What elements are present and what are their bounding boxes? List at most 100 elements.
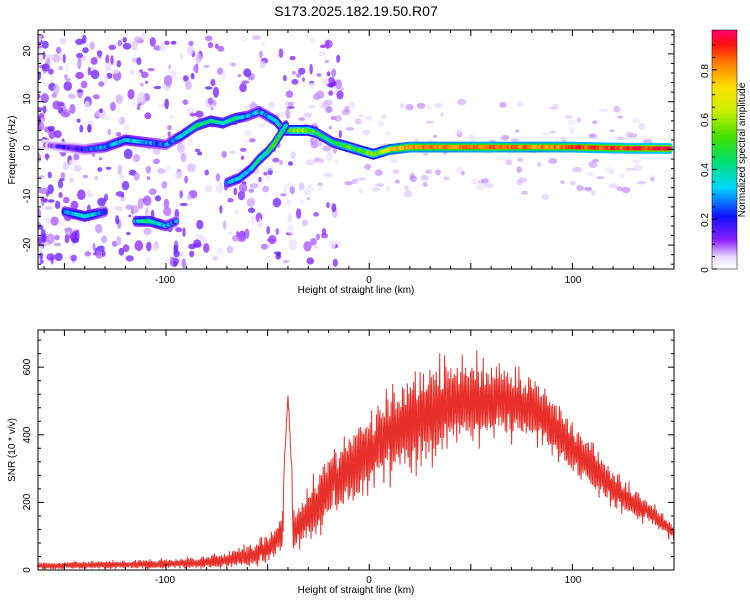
- heatmap-cell-179: [186, 163, 196, 173]
- heatmap-cell-444: [55, 46, 62, 54]
- heatmap-cell-200: [98, 81, 105, 87]
- heatmap-cell-492: [164, 98, 169, 110]
- heatmap-cell-172: [306, 196, 311, 201]
- heatmap-x-tick-1: -100: [155, 275, 175, 286]
- heatmap-cell-468: [38, 93, 41, 99]
- heatmap-cell-339: [133, 172, 140, 181]
- heatmap-cell-471: [136, 91, 146, 103]
- heatmap-cell-184: [289, 186, 295, 195]
- colorbar-tick-4: 0.6: [700, 113, 711, 127]
- heatmap-cell-326: [118, 197, 127, 203]
- heatmap-cell-520: [392, 169, 400, 175]
- heatmap-cell-245: [50, 216, 59, 226]
- heatmap-cell-167: [58, 221, 65, 227]
- heatmap-cell-175: [54, 234, 60, 241]
- heatmap-cell-421: [336, 90, 344, 100]
- heatmap-cell-52: [234, 210, 239, 215]
- heatmap-cell-561: [344, 181, 353, 186]
- colorbar-tick-1: 0: [700, 267, 711, 273]
- heatmap-cell-292: [157, 168, 166, 175]
- heatmap-cell-529: [361, 129, 371, 136]
- heatmap-cell-439: [278, 111, 286, 118]
- heatmap-cell-274: [219, 205, 223, 214]
- heatmap-cell-509: [175, 171, 183, 180]
- heatmap-cell-689: [456, 166, 463, 174]
- heatmap-cell-8: [116, 60, 122, 68]
- heatmap-cell-275: [192, 64, 199, 73]
- heatmap-cell-213: [243, 105, 250, 111]
- heatmap-cell-542: [631, 117, 641, 124]
- heatmap-cell-257: [331, 203, 337, 213]
- heatmap-cell-215: [75, 38, 84, 45]
- heatmap-cell-343: [38, 107, 43, 112]
- heatmap-cell-462: [173, 250, 180, 258]
- heatmap-cell-314: [314, 244, 318, 249]
- heatmap-cell-558: [516, 101, 524, 108]
- heatmap-cell-375: [280, 193, 287, 197]
- heatmap-cell-263: [316, 233, 320, 241]
- heatmap-cell-296: [125, 204, 134, 210]
- heatmap-cell-39: [132, 154, 141, 162]
- heatmap-cell-676: [409, 175, 418, 183]
- heatmap-cell-395: [92, 94, 100, 100]
- heatmap-cell-178: [65, 63, 69, 75]
- heatmap-cell-378: [221, 151, 227, 158]
- heatmap-cell-66: [194, 148, 201, 152]
- heatmap-cell-244: [278, 48, 284, 58]
- heatmap-cell-132: [285, 90, 294, 98]
- heatmap-cell-682: [476, 183, 485, 191]
- heatmap-cell-98: [101, 235, 107, 243]
- heatmap-cell-544: [416, 102, 426, 109]
- heatmap-cell-460: [315, 90, 325, 100]
- heatmap-cell-49: [287, 212, 292, 223]
- heatmap-cell-207: [272, 157, 280, 163]
- heatmap-cell-420: [104, 62, 112, 72]
- heatmap-cell-249: [62, 53, 66, 64]
- heatmap-cell-583: [519, 177, 528, 183]
- heatmap-x-tick-2: 0: [366, 275, 372, 286]
- heatmap-cell-243: [229, 150, 236, 154]
- heatmap-cell-506: [193, 239, 202, 248]
- heatmap-cell-42: [286, 199, 292, 206]
- heatmap-cell-453: [40, 198, 48, 202]
- heatmap-cell-143: [212, 255, 219, 261]
- heatmap-cell-598: [549, 106, 556, 110]
- heatmap-cell-295: [205, 184, 213, 193]
- heatmap-cell-36: [67, 93, 76, 99]
- heatmap-cell-190: [59, 37, 67, 45]
- heatmap-cell-25: [144, 112, 152, 120]
- heatmap-cell-450: [239, 83, 247, 93]
- snr-x-axis-label: Height of straight line (km): [298, 585, 415, 596]
- heatmap-cell-403: [44, 206, 53, 211]
- heatmap-cell-114: [117, 164, 123, 175]
- heatmap-cell-203: [97, 55, 102, 59]
- heatmap-cell-438: [316, 73, 322, 77]
- heatmap-cell-234: [84, 251, 92, 257]
- heatmap-cell-684: [305, 159, 316, 166]
- heatmap-cell-539: [617, 115, 623, 119]
- heatmap-cell-641: [351, 178, 358, 185]
- heatmap-cell-329: [321, 78, 330, 86]
- heatmap-cell-68: [118, 247, 125, 256]
- heatmap-cell-287: [237, 236, 247, 242]
- heatmap-cell-472: [144, 80, 149, 85]
- colorbar-tick-3: 0.4: [700, 163, 711, 177]
- heatmap-cell-391: [105, 54, 110, 64]
- heatmap-cell-499: [68, 177, 74, 183]
- heatmap-cell-477: [333, 147, 337, 154]
- heatmap-cell-362: [142, 195, 152, 206]
- heatmap-cell-581: [592, 158, 599, 163]
- heatmap-cell-568: [625, 167, 636, 171]
- heatmap-cell-697: [315, 157, 321, 161]
- heatmap-cell-28: [93, 175, 99, 180]
- heatmap-cell-541: [510, 138, 520, 142]
- heatmap-cell-33: [212, 99, 217, 107]
- heatmap-cell-547: [249, 183, 259, 189]
- heatmap-cell-656: [381, 114, 387, 119]
- heatmap-cell-510: [122, 37, 127, 43]
- heatmap-cell-660: [244, 129, 253, 137]
- heatmap-ticks: [38, 30, 675, 269]
- heatmap-cell-695: [584, 187, 592, 192]
- heatmap-cell-446: [97, 167, 103, 172]
- snr-y-tick-2: 200: [22, 493, 33, 510]
